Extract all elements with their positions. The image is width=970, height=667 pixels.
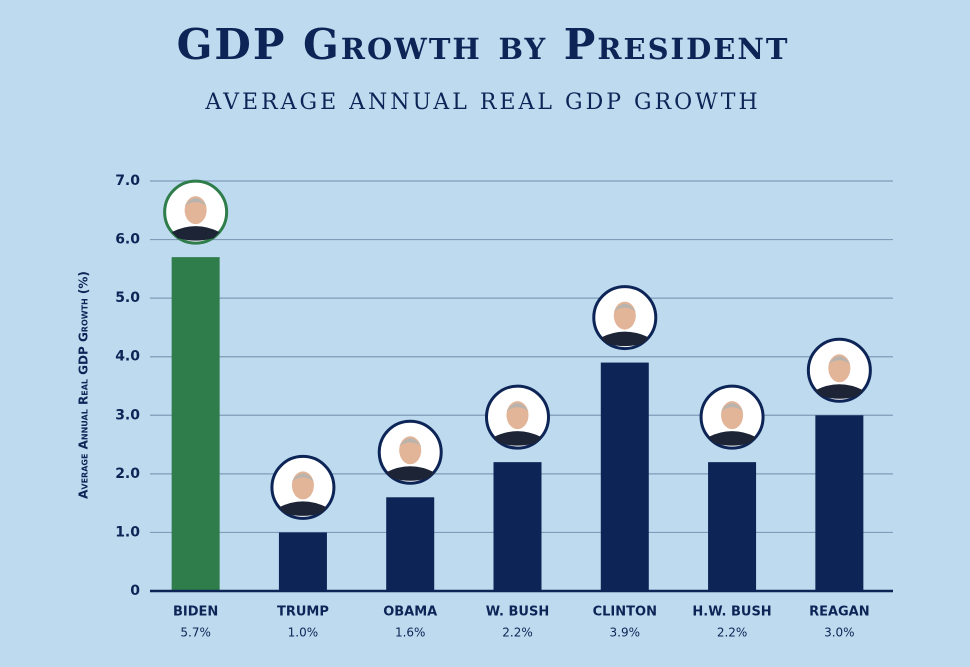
portrait-suit: [171, 226, 220, 241]
x-tick-label: OBAMA: [383, 605, 437, 620]
portrait-suit: [708, 431, 757, 446]
portrait-suit: [386, 466, 435, 481]
x-tick-label: TRUMP: [277, 605, 329, 620]
portrait-hair: [184, 198, 207, 207]
bar: [278, 532, 327, 591]
value-label: 1.6%: [395, 626, 426, 640]
y-tick-label: 3.0: [115, 407, 140, 423]
portrait-hair: [613, 303, 636, 312]
value-label: 3.9%: [610, 626, 641, 640]
value-label: 5.7%: [180, 626, 211, 640]
x-tick-label: W. BUSH: [486, 605, 549, 620]
bar: [600, 362, 649, 591]
y-axis-label: Average Annual Real GDP Growth (%): [77, 271, 91, 499]
value-label: 3.0%: [824, 626, 855, 640]
x-tick-label: CLINTON: [593, 605, 657, 620]
bar: [815, 415, 864, 591]
chart-title: GDP Growth by President: [177, 20, 790, 69]
bar: [386, 497, 435, 591]
value-label: 1.0%: [288, 626, 319, 640]
y-tick-label: 0: [130, 583, 140, 599]
portrait-hair: [291, 473, 314, 482]
y-tick-label: 4.0: [115, 349, 140, 365]
y-tick-label: 7.0: [115, 173, 140, 189]
portrait-suit: [278, 501, 327, 516]
portrait-suit: [600, 331, 649, 347]
chart-subtitle: Average Annual Real GDP Growth: [204, 90, 760, 115]
bar: [493, 462, 542, 591]
x-tick-label: REAGAN: [809, 605, 870, 620]
y-tick-label: 5.0: [115, 290, 140, 306]
x-tick-label: H.W. BUSH: [692, 605, 771, 620]
y-tick-label: 2.0: [115, 466, 140, 482]
bar: [708, 462, 757, 591]
x-tick-label: BIDEN: [173, 605, 218, 620]
value-label: 2.2%: [717, 626, 748, 640]
portrait-hair: [721, 403, 744, 412]
portrait-hair: [828, 356, 851, 365]
portrait-hair: [399, 438, 422, 447]
portrait-suit: [815, 384, 864, 399]
y-tick-label: 6.0: [115, 232, 140, 248]
portrait-hair: [506, 403, 529, 412]
bar: [171, 257, 220, 591]
value-label: 2.2%: [502, 626, 533, 640]
portrait-suit: [493, 431, 542, 446]
y-tick-label: 1.0: [115, 524, 140, 540]
